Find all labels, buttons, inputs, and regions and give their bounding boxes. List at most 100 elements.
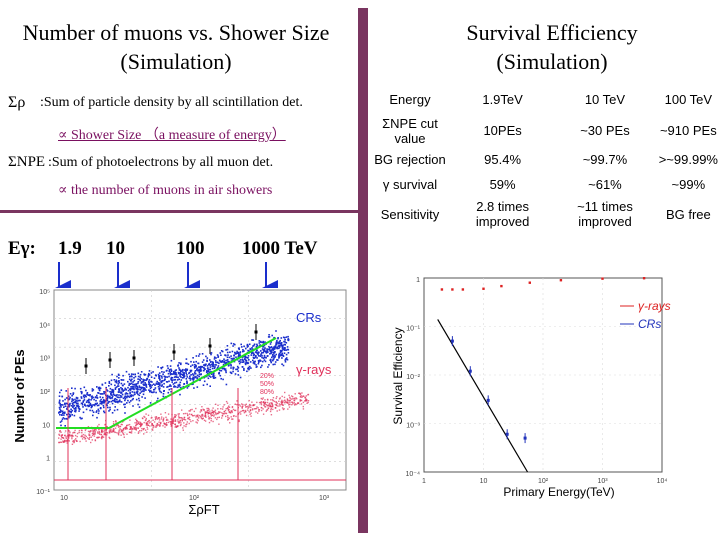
- cr-point: [251, 339, 253, 341]
- cr-point: [202, 359, 205, 361]
- gamma-point: [133, 428, 135, 430]
- cr-point: [486, 398, 490, 402]
- cr-point: [280, 337, 283, 339]
- gamma-point: [286, 399, 289, 401]
- cr-point: [60, 389, 63, 391]
- cr-point: [140, 382, 143, 384]
- cr-point: [114, 387, 117, 389]
- cr-point: [276, 346, 279, 348]
- gamma-point: [137, 422, 140, 424]
- cr-point: [87, 400, 90, 402]
- gamma-point: [217, 404, 219, 406]
- gamma-point: [228, 406, 231, 408]
- cr-point: [58, 402, 61, 404]
- gamma-point: [73, 431, 75, 434]
- gamma-point: [135, 427, 137, 429]
- cr-point: [158, 372, 161, 374]
- gamma-point: [123, 427, 126, 429]
- gamma-point: [167, 421, 170, 424]
- cr-point: [183, 375, 186, 378]
- cr-point: [174, 369, 177, 372]
- cr-point: [92, 414, 94, 417]
- gamma-point: [213, 415, 215, 417]
- cr-point: [124, 387, 126, 390]
- cr-point: [195, 360, 197, 363]
- cr-point: [244, 363, 247, 366]
- cr-point: [243, 345, 245, 348]
- gamma-point: [121, 429, 123, 431]
- cr-point: [248, 368, 250, 371]
- cr-point: [249, 365, 251, 368]
- gamma-point: [279, 397, 281, 399]
- gamma-point: [170, 418, 172, 420]
- cr-point: [165, 381, 168, 383]
- gamma-point: [104, 433, 106, 435]
- cr-point: [214, 360, 217, 362]
- gamma-point: [287, 402, 289, 404]
- cr-point: [113, 399, 115, 402]
- cr-point: [278, 342, 280, 345]
- cr-point: [287, 352, 290, 354]
- gamma-point: [282, 404, 284, 406]
- gamma-point: [135, 428, 137, 430]
- gamma-point: [281, 400, 283, 403]
- gamma-point: [229, 412, 232, 414]
- cr-point: [134, 386, 137, 388]
- cr-point: [218, 362, 220, 365]
- gamma-point: [69, 433, 71, 435]
- cr-point: [162, 379, 164, 382]
- gamma-point: [300, 396, 302, 398]
- cr-point: [213, 367, 216, 370]
- cr-point: [198, 369, 201, 372]
- cr-point: [128, 396, 131, 398]
- gamma-point: [127, 424, 129, 426]
- cr-point: [217, 356, 219, 358]
- cr-point: [157, 385, 160, 388]
- cr-point: [168, 380, 170, 383]
- gamma-point: [115, 420, 117, 422]
- cr-point: [148, 379, 151, 381]
- cr-point: [90, 404, 93, 407]
- gamma-point: [243, 412, 246, 414]
- cr-point: [127, 399, 129, 402]
- gamma-point: [250, 412, 252, 414]
- cr-point: [122, 397, 125, 400]
- cr-point: [283, 352, 286, 354]
- gamma-point: [85, 440, 87, 442]
- cr-point: [245, 361, 247, 363]
- cr-point: [270, 361, 272, 364]
- gamma-point: [185, 425, 187, 428]
- gamma-point: [294, 398, 296, 400]
- cr-point: [200, 373, 202, 376]
- gamma-point: [189, 410, 191, 412]
- cr-point: [237, 370, 239, 372]
- cr-point: [119, 396, 121, 399]
- cr-point: [138, 385, 141, 387]
- gamma-point: [69, 431, 71, 433]
- gamma-point: [186, 423, 188, 425]
- gamma-point: [281, 395, 283, 398]
- cr-point: [153, 388, 156, 391]
- cr-point: [82, 401, 84, 403]
- cr-point: [229, 351, 231, 353]
- gamma-point: [299, 392, 301, 394]
- cr-point: [126, 395, 129, 397]
- cr-point: [196, 369, 198, 371]
- cr-point: [198, 353, 201, 355]
- cr-point: [139, 389, 142, 391]
- cr-point: [72, 392, 75, 394]
- gamma-point: [101, 436, 104, 438]
- gamma-point: [287, 408, 289, 410]
- cr-point: [92, 411, 95, 413]
- gamma-point: [71, 435, 73, 437]
- cr-point: [275, 343, 278, 346]
- cr-point: [103, 406, 105, 409]
- gamma-point: [228, 405, 230, 407]
- cr-point: [238, 360, 240, 363]
- cr-point: [264, 356, 266, 359]
- gamma-points: [58, 391, 310, 445]
- cr-point: [285, 342, 288, 344]
- cr-point: [195, 364, 197, 367]
- cr-point: [86, 399, 89, 402]
- gamma-point: [238, 419, 240, 421]
